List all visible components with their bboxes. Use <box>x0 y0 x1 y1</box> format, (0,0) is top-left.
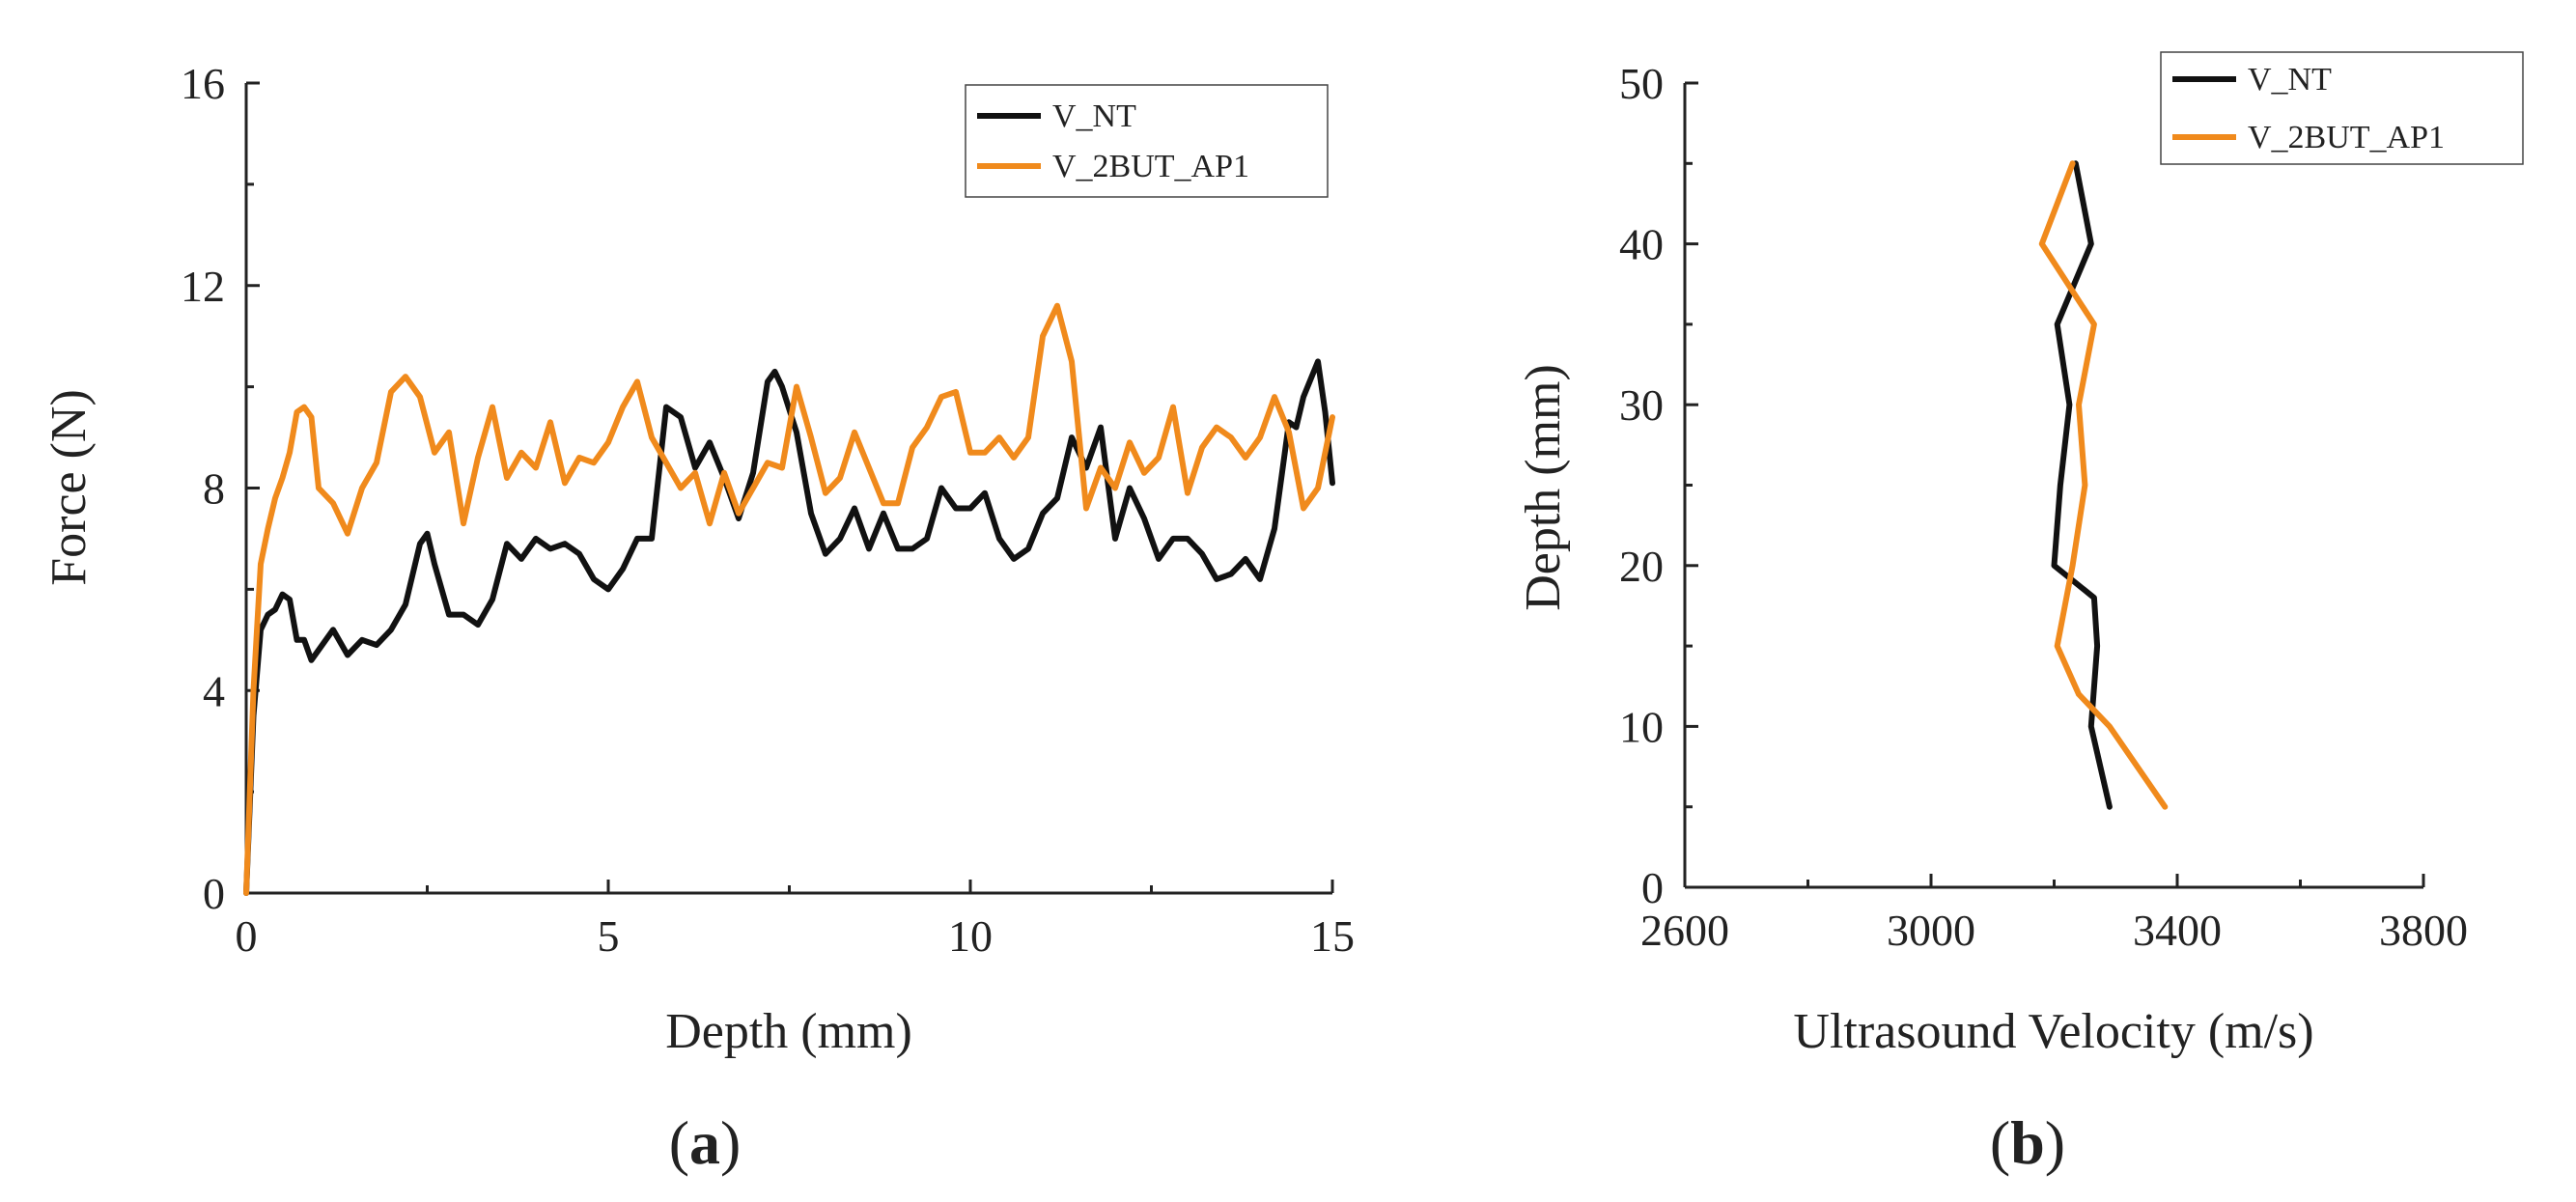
panel-b-series-v-nt <box>2051 160 2113 810</box>
panel-a-y-tick-label: 12 <box>181 262 225 311</box>
panel-a-legend-box <box>965 84 1329 198</box>
panel-a-legend: V_NT V_2BUT_AP1 <box>965 84 1329 198</box>
panel-b-y-tick-label: 30 <box>1619 380 1664 430</box>
panel-b-legend-label-v-2but-ap1: V_2BUT_AP1 <box>2248 120 2445 155</box>
panel-a-x-tick-label: 15 <box>1310 911 1355 961</box>
panel-a-series <box>243 302 1335 896</box>
panel-b-velocity-chart: 2600 3000 3400 3800 0 10 20 30 40 50 Ultrasound V… <box>1516 51 2524 1177</box>
panel-a-legend-label-v-nt: V_NT <box>1052 98 1136 134</box>
panel-b-x-tick-label: 3400 <box>2133 906 2222 955</box>
panel-b-legend: V_NT V_2BUT_AP1 <box>2160 51 2524 165</box>
panel-b-x-tick-label: 3000 <box>1887 906 1975 955</box>
panel-b-x-tick-label: 3800 <box>2379 906 2468 955</box>
panel-a-series-v-2but-ap1 <box>243 302 1335 896</box>
panel-b-y-tick-label: 0 <box>1641 863 1664 912</box>
panel-b-x-axis-title: Ultrasound Velocity (m/s) <box>1793 1004 2313 1059</box>
panel-b-ticks: 2600 3000 3400 3800 0 10 20 30 40 50 <box>1619 59 2468 955</box>
panel-a-label: (a) <box>669 1108 742 1177</box>
panel-a-y-axis-title: Force (N) <box>42 389 97 586</box>
panel-a-series-v-nt <box>243 358 1335 896</box>
panel-a-axes <box>244 83 1332 895</box>
panel-a-force-chart: 0 5 10 15 0 4 8 12 16 Depth (mm) Force (N) V_NT … <box>42 59 1355 1177</box>
panel-b-series <box>2038 160 2169 810</box>
panel-b-label: (b) <box>1990 1108 2065 1177</box>
panel-b-label-letter: b <box>2010 1108 2045 1177</box>
panel-a-label-letter: a <box>689 1108 720 1177</box>
panel-a-y-tick-label: 0 <box>203 869 225 918</box>
panel-a-x-tick-label: 10 <box>948 911 993 961</box>
panel-a-x-tick-label: 5 <box>598 911 620 961</box>
panel-b-y-tick-label: 20 <box>1619 542 1664 591</box>
panel-b-series-v-2but-ap1 <box>2038 160 2169 810</box>
panel-a-label-close: ) <box>720 1108 741 1177</box>
panel-b-legend-label-v-nt: V_NT <box>2248 62 2332 98</box>
panel-a-legend-label-v-2but-ap1: V_2BUT_AP1 <box>1052 149 1249 184</box>
panel-b-y-axis-title: Depth (mm) <box>1516 364 1571 611</box>
panel-b-y-tick-label: 40 <box>1619 220 1664 269</box>
panel-b-legend-box <box>2160 51 2524 165</box>
panel-a-y-tick-label: 16 <box>181 59 225 108</box>
panel-a-x-axis-title: Depth (mm) <box>665 1004 912 1059</box>
panel-b-y-tick-label: 10 <box>1619 702 1664 751</box>
panel-b-x-tick-label: 2600 <box>1640 906 1729 955</box>
panel-b-y-tick-label: 50 <box>1619 59 1664 108</box>
panel-a-label-open: ( <box>669 1108 689 1177</box>
panel-a-y-tick-label: 8 <box>203 464 225 514</box>
panel-a-y-tick-label: 4 <box>203 666 225 715</box>
panel-a-x-tick-label: 0 <box>236 911 258 961</box>
panel-b-label-open: ( <box>1990 1108 2010 1177</box>
panel-b-label-close: ) <box>2045 1108 2065 1177</box>
